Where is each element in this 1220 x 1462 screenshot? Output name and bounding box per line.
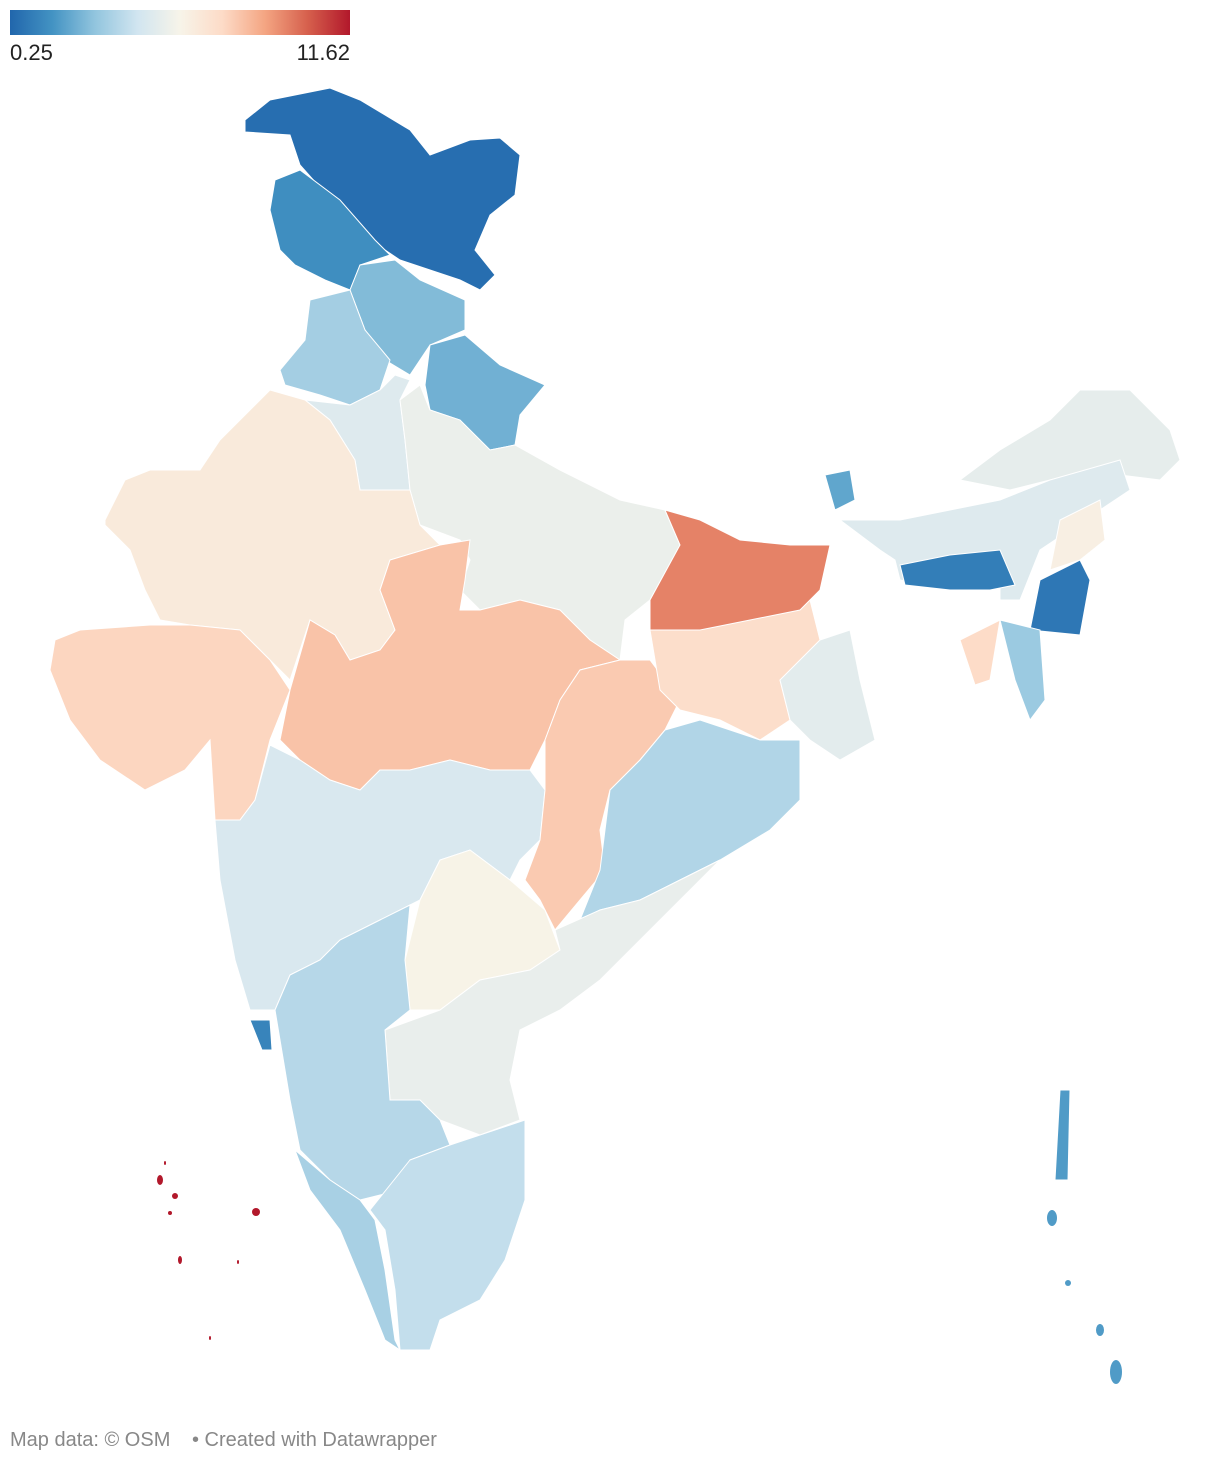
region [649,509,831,631]
region [1096,1324,1104,1336]
region [999,619,1046,722]
region [959,619,1001,686]
region [824,469,856,511]
region [178,1256,182,1264]
region [1029,559,1091,636]
region [1110,1360,1122,1384]
region [237,1260,239,1264]
legend-max: 11.62 [297,40,350,65]
footer-credit: • Created with Datawrapper [192,1429,437,1451]
region [168,1211,172,1215]
region [524,659,681,931]
region [252,1208,260,1216]
region [1054,1089,1071,1181]
region [1047,1210,1057,1226]
region [1049,499,1106,571]
region [294,1149,402,1352]
region [384,859,721,1136]
region [172,1193,178,1199]
region [157,1175,163,1185]
region [899,549,1016,591]
legend-min: 0.25 [10,40,53,65]
region [49,624,291,821]
region [249,1019,273,1051]
footer-source: Map data: © OSM [10,1429,170,1451]
legend-gradient [10,10,350,35]
region [164,1161,166,1165]
region [779,629,876,761]
regions [49,87,1181,1384]
region [209,1336,211,1340]
region [1065,1280,1071,1286]
region [369,1119,526,1351]
